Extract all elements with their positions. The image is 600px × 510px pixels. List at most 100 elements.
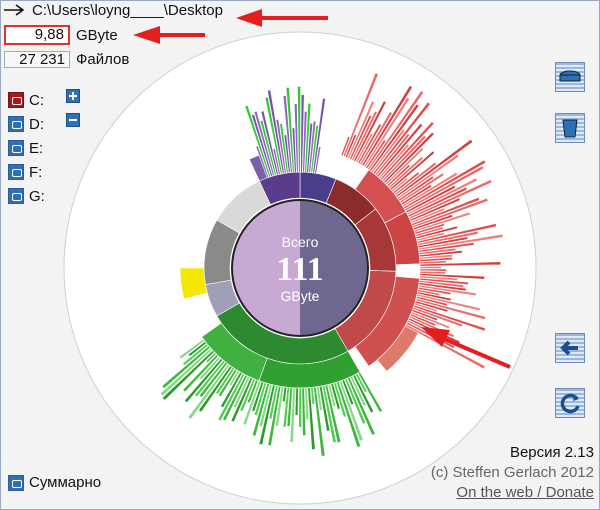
summary-toggle[interactable]: Суммарно <box>8 474 101 491</box>
sunburst-spike[interactable] <box>415 298 487 320</box>
sunburst-spike[interactable] <box>205 351 217 364</box>
sunburst-spike[interactable] <box>419 268 447 272</box>
sunburst-spike[interactable] <box>306 122 313 173</box>
sunburst-spike[interactable] <box>253 110 275 177</box>
sunburst-spike[interactable] <box>198 356 222 381</box>
sunburst-spike[interactable] <box>419 254 454 260</box>
sunburst-spike[interactable] <box>372 101 431 175</box>
sunburst-spike[interactable] <box>187 340 207 357</box>
sunburst-spike[interactable] <box>289 387 296 443</box>
drive-c[interactable]: C: <box>8 88 45 112</box>
sunburst-spike[interactable] <box>282 95 293 173</box>
sunburst-spike[interactable] <box>359 111 393 166</box>
sunburst-spike[interactable] <box>198 365 233 413</box>
sunburst-spike[interactable] <box>321 385 337 444</box>
sunburst-spike[interactable] <box>242 380 262 426</box>
sunburst-spike[interactable] <box>392 171 420 195</box>
sunburst-spike[interactable] <box>416 223 497 244</box>
sunburst-spike[interactable] <box>274 386 285 427</box>
sunburst-spike[interactable] <box>313 386 326 457</box>
sunburst-spike[interactable] <box>349 375 367 407</box>
refresh-button[interactable] <box>555 388 585 418</box>
sunburst-spike[interactable] <box>161 345 211 390</box>
sunburst-spike[interactable] <box>344 378 367 425</box>
sunburst-spike[interactable] <box>352 374 375 414</box>
sunburst-spike[interactable] <box>301 387 307 436</box>
sunburst-spike[interactable] <box>388 156 424 189</box>
sunburst-spike[interactable] <box>258 384 276 446</box>
sunburst-spike[interactable] <box>275 118 287 174</box>
sunburst-spike[interactable] <box>418 247 457 255</box>
sunburst-spike[interactable] <box>401 171 459 208</box>
sunburst-spike[interactable] <box>419 265 442 269</box>
sunburst-spike[interactable] <box>367 90 425 171</box>
sunburst-spike[interactable] <box>418 233 504 251</box>
sunburst-spike[interactable] <box>378 143 410 179</box>
sunburst-spike[interactable] <box>418 280 465 288</box>
sunburst-spike[interactable] <box>417 236 469 249</box>
drive-e[interactable]: E: <box>8 136 45 160</box>
sunburst-spike[interactable] <box>340 136 351 157</box>
sunburst-spike[interactable] <box>417 286 452 296</box>
sunburst-spike[interactable] <box>308 120 317 173</box>
sunburst-spike[interactable] <box>302 110 308 173</box>
sunburst-spike[interactable] <box>298 387 302 428</box>
sunburst-spike[interactable] <box>411 309 439 322</box>
sunburst-spike[interactable] <box>416 291 452 302</box>
sunburst-spike[interactable] <box>369 103 420 172</box>
sunburst-spike[interactable] <box>251 113 273 177</box>
sunburst-spike[interactable] <box>355 132 374 164</box>
sunburst-spike[interactable] <box>267 89 285 174</box>
zoom-out-icon[interactable] <box>66 113 80 127</box>
sunburst-spike[interactable] <box>396 153 460 200</box>
sunburst-spike[interactable] <box>419 275 459 282</box>
sunburst-spike[interactable] <box>198 361 228 398</box>
sunburst-spike[interactable] <box>222 374 248 422</box>
sunburst-spike[interactable] <box>370 128 406 174</box>
sunburst-spike[interactable] <box>182 343 209 367</box>
sunburst-spike[interactable] <box>215 366 236 395</box>
sunburst-spike[interactable] <box>419 270 447 275</box>
sunburst-spike[interactable] <box>342 72 379 158</box>
sunburst-spike[interactable] <box>349 114 373 160</box>
sunburst-spike[interactable] <box>330 382 341 410</box>
sunburst-spike[interactable] <box>312 97 326 174</box>
sunburst-spike[interactable] <box>244 104 272 178</box>
sunburst-spike[interactable] <box>404 323 486 370</box>
sunburst-spike[interactable] <box>399 172 445 204</box>
sunburst-spike[interactable] <box>413 211 471 233</box>
sunburst-spike[interactable] <box>410 311 451 330</box>
sunburst-spike[interactable] <box>374 132 411 176</box>
sunburst-spike[interactable] <box>412 197 489 229</box>
sunburst-spike[interactable] <box>365 139 387 170</box>
sunburst-spike[interactable] <box>264 96 283 175</box>
sunburst-spike[interactable] <box>319 385 331 432</box>
sunburst-spike[interactable] <box>418 284 477 297</box>
sunburst-spike[interactable] <box>381 134 427 183</box>
sunburst-spike[interactable] <box>258 383 273 428</box>
sunburst-spike[interactable] <box>304 387 310 420</box>
donate-link[interactable]: On the web / Donate <box>456 484 594 501</box>
sunburst-spike[interactable] <box>413 304 486 332</box>
sunburst-spike[interactable] <box>297 86 301 173</box>
sunburst-spike[interactable] <box>384 146 425 186</box>
sunburst-spike[interactable] <box>415 225 459 240</box>
delete-button[interactable] <box>555 113 585 143</box>
sunburst-spike[interactable] <box>294 387 299 416</box>
sunburst-spike[interactable] <box>414 223 446 235</box>
sunburst-spike[interactable] <box>410 207 446 224</box>
sunburst-spike[interactable] <box>268 385 279 420</box>
sunburst-spike[interactable] <box>251 381 265 412</box>
sunburst-spike[interactable] <box>182 354 219 393</box>
sunburst-spike[interactable] <box>412 214 454 231</box>
sunburst-spike[interactable] <box>413 302 438 313</box>
sunburst-spike[interactable] <box>355 372 368 393</box>
drive-f[interactable]: F: <box>8 160 45 184</box>
sunburst-spike[interactable] <box>230 376 254 423</box>
sunburst-spike[interactable] <box>279 122 289 174</box>
sunburst-spike[interactable] <box>361 85 413 167</box>
sunburst-spike[interactable] <box>376 122 424 178</box>
sunburst-spike[interactable] <box>415 295 448 307</box>
sunburst-spike[interactable] <box>285 86 295 173</box>
drive-g[interactable]: G: <box>8 184 45 208</box>
